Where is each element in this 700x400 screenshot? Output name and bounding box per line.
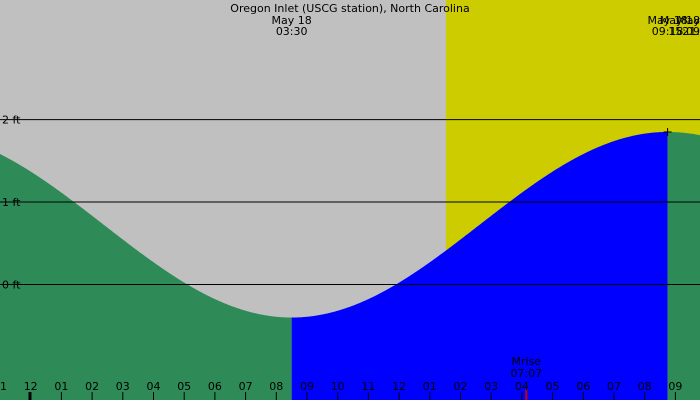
x-tick-label: 02 [85, 380, 99, 393]
rising-tide-segment [291, 131, 668, 400]
moonrise-label: Mrise [512, 355, 542, 368]
x-tick-label: 08 [269, 380, 283, 393]
x-tick-label: 12 [392, 380, 406, 393]
x-tick-label: 02 [454, 380, 468, 393]
tide-event-date: May 18 [647, 14, 687, 27]
tide-event-time: 03:30 [276, 25, 308, 38]
x-tick-label: 05 [546, 380, 560, 393]
x-tick-label: 03 [484, 380, 498, 393]
x-tick-label: 01 [54, 380, 68, 393]
y-tick-label: 1 ft [2, 196, 21, 209]
height-gridlines: 0 ft 1 ft 2 ft [0, 114, 700, 292]
x-tick-label: 08 [638, 380, 652, 393]
x-tick-label: 06 [576, 380, 590, 393]
x-tick-label: 09 [668, 380, 682, 393]
chart-title: Oregon Inlet (USCG station), North Carol… [230, 2, 469, 15]
x-tick-label: 07 [239, 380, 253, 393]
tide-event-date: May 18 [272, 14, 312, 27]
tide-event-time: 15:09 [668, 25, 700, 38]
x-tick-label: 1 [0, 380, 7, 393]
tide-event-date: May 18 [660, 14, 700, 27]
y-tick-label: 2 ft [2, 114, 21, 127]
time-axis: 1 12 01 02 03 04 05 06 07 08 09 10 11 12 01 02 03 04 05 06 0… [0, 380, 682, 400]
y-tick-label: 0 ft [2, 279, 21, 292]
x-tick-label: 06 [208, 380, 222, 393]
x-tick-label: 11 [361, 380, 375, 393]
x-tick-label: 04 [147, 380, 161, 393]
tide-event-date: May [677, 14, 700, 27]
x-tick-label: 01 [423, 380, 437, 393]
x-tick-label: 07 [607, 380, 621, 393]
tide-event-time: 09:18 [652, 25, 684, 38]
falling-tide-segment [667, 131, 700, 400]
tide-area [0, 131, 700, 400]
falling-tide-segment [0, 154, 292, 400]
x-tick-label: 05 [177, 380, 191, 393]
x-tick-label: 04 [515, 380, 529, 393]
x-tick-label: 09 [300, 380, 314, 393]
x-tick-label: 03 [116, 380, 130, 393]
tide-event-time: 21: [682, 25, 700, 38]
x-tick-label: 12 [24, 380, 38, 393]
moonrise-time: 07:07 [510, 367, 542, 380]
x-tick-label: 10 [331, 380, 345, 393]
